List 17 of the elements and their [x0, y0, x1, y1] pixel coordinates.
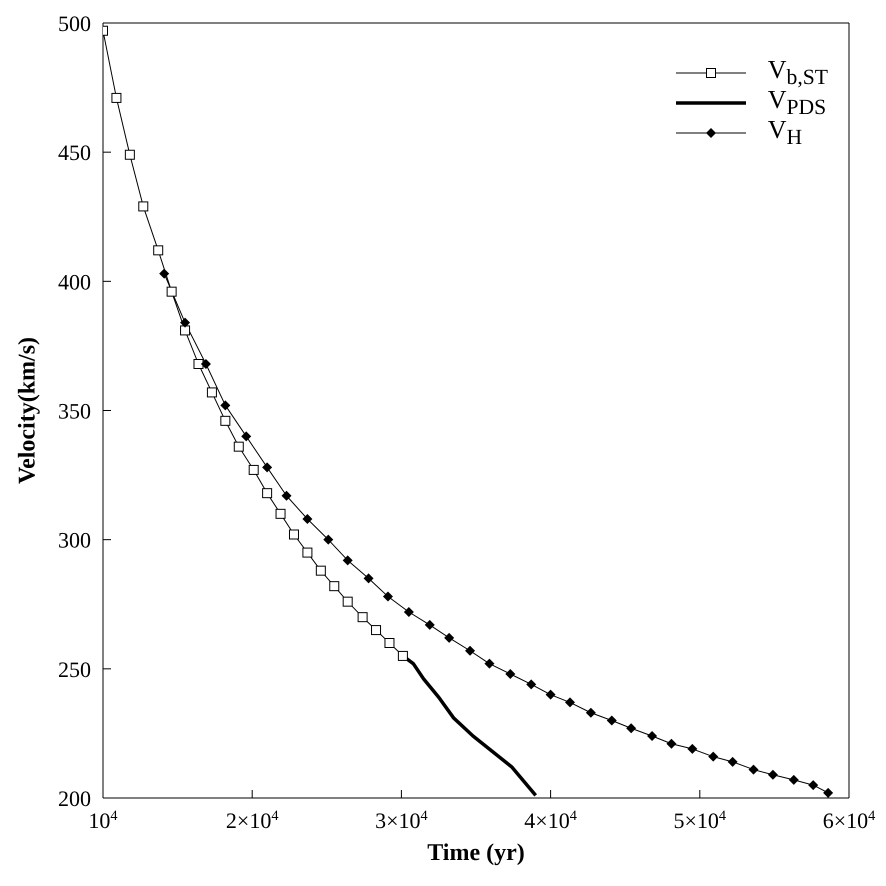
y-axis-title: Velocity(km/s)	[14, 336, 41, 484]
x-tick-label: 6×10$^{4}$	[822, 808, 876, 833]
x-tick-label: 2×10$^{4}$	[226, 808, 278, 833]
x-tick-label: 4×10$^{4}$	[524, 808, 577, 833]
legend-label: V$_{H}$	[768, 115, 802, 151]
x-tick-label: 3×10$^{4}$	[375, 808, 428, 833]
y-tick-label: 350	[58, 398, 91, 424]
y-tick-label: 400	[58, 269, 91, 294]
y-tick-label: 500	[58, 11, 91, 36]
y-tick-label: 200	[58, 786, 91, 811]
x-tick-label: 10$^{4}$	[88, 808, 118, 833]
y-tick-label: 450	[58, 140, 91, 166]
legend-label: V$_{b,ST}$	[768, 55, 828, 90]
y-tick-label: 300	[58, 528, 91, 553]
y-tick-label: 250	[58, 656, 91, 682]
x-tick-label: 5×10$^{4}$	[674, 808, 726, 833]
x-axis-title: Time (yr)	[427, 840, 525, 866]
